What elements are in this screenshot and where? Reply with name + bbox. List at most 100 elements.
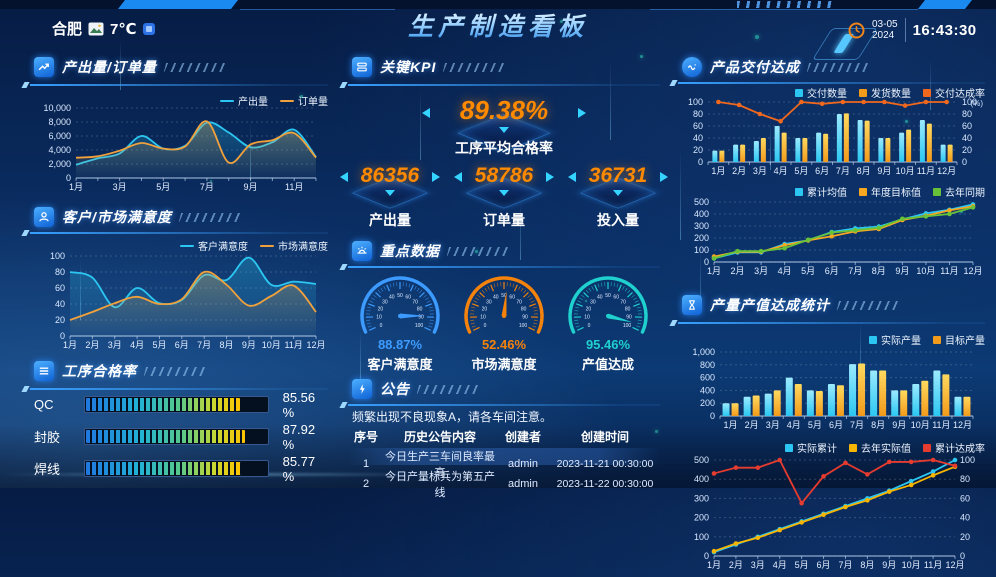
wave-chart-icon [682,57,702,77]
svg-text:6月: 6月 [815,166,829,176]
progress-track [84,428,269,445]
legend-item[interactable]: 年度目标值 [859,184,921,199]
svg-text:(%): (%) [971,99,984,108]
svg-text:7月: 7月 [838,560,852,570]
panel-header-satisfaction: 客户/市场满意度 [34,206,242,228]
panel-underline [30,84,328,86]
legend-label: 实际累计 [797,440,837,455]
kpi-items: 86356 产出量 58786 订单量 36731 投入量 [338,164,670,228]
svg-text:80: 80 [693,109,703,119]
legend-item[interactable]: 交付数量 [795,85,847,100]
top-trapezoid-right [918,0,972,9]
legend-marker [180,245,194,247]
svg-text:100: 100 [694,245,709,255]
time-label: 16:43:30 [913,22,977,39]
svg-text:12月: 12月 [953,420,972,430]
svg-text:0: 0 [962,157,967,167]
svg-text:30: 30 [382,299,388,305]
hourglass-icon [682,295,702,315]
panel-underline [348,84,660,86]
top-trapezoid-left [118,0,238,9]
svg-text:10: 10 [584,315,590,321]
svg-text:50: 50 [397,293,403,299]
svg-text:40: 40 [962,133,972,143]
svg-text:12月: 12月 [306,340,325,350]
svg-text:4月: 4月 [774,166,788,176]
kpi-label: 投入量 [566,210,670,230]
list-icon [34,361,54,381]
year-label: 2024 [872,30,898,41]
svg-text:1月: 1月 [69,182,83,192]
svg-text:70: 70 [516,299,522,305]
legend-label: 交付达成率 [935,85,985,100]
svg-text:1月: 1月 [707,266,721,276]
legend-label: 去年同期 [945,184,985,199]
legend-item[interactable]: 交付达成率 [923,85,985,100]
svg-text:90: 90 [522,315,528,321]
svg-text:8月: 8月 [220,340,234,350]
date-label: 03-05 [872,19,898,30]
output-orders-legend: 产出量订单量 [30,93,328,108]
chevron-down-icon [613,190,623,196]
title-slashes [447,247,511,256]
legend-item[interactable]: 去年实际值 [849,440,911,455]
svg-text:100: 100 [694,532,709,542]
top-decor-line [650,9,918,10]
trend-up-icon [34,57,54,77]
panel-underline [678,82,985,84]
legend-marker [849,444,857,452]
chevron-down-icon [499,127,509,133]
svg-text:40: 40 [597,295,603,301]
svg-text:60: 60 [509,295,515,301]
legend-item[interactable]: 订单量 [280,93,328,108]
legend-item[interactable]: 实际累计 [785,440,837,455]
kpi-value: 36731 [566,164,670,188]
legend-item[interactable]: 累计均值 [795,184,847,199]
glow-dot [640,55,643,58]
legend-item[interactable]: 实际产量 [869,332,921,347]
air-quality-badge-icon[interactable] [143,23,155,35]
svg-text:40: 40 [960,513,970,523]
top-slash-decor [737,1,837,8]
svg-text:100: 100 [415,323,424,329]
legend-marker [933,188,941,196]
legend-item[interactable]: 市场满意度 [260,238,328,253]
svg-text:300: 300 [694,493,709,503]
svg-text:10月: 10月 [262,340,281,350]
legend-item[interactable]: 累计达成率 [923,440,985,455]
svg-text:800: 800 [700,360,715,370]
legend-marker [923,89,931,97]
svg-text:9月: 9月 [892,420,906,430]
svg-text:70: 70 [620,299,626,305]
svg-text:8月: 8月 [872,266,886,276]
svg-text:3月: 3月 [766,420,780,430]
svg-text:7月: 7月 [836,166,850,176]
temperature-label: 7℃ [110,20,137,38]
legend-item[interactable]: 客户满意度 [180,238,248,253]
legend-item[interactable]: 去年同期 [933,184,985,199]
legend-item[interactable]: 发货数量 [859,85,911,100]
legend-marker [923,444,931,452]
svg-text:60: 60 [693,121,703,131]
legend-marker [280,100,294,102]
svg-text:11月: 11月 [924,560,942,570]
weather-icon [88,22,104,36]
svg-text:1,000: 1,000 [692,347,715,357]
svg-text:1月: 1月 [711,166,725,176]
legend-marker [795,89,803,97]
legend-label: 年度目标值 [871,184,921,199]
svg-text:4月: 4月 [130,340,144,350]
svg-text:60: 60 [962,121,972,131]
legend-item[interactable]: 目标产量 [933,332,985,347]
svg-text:600: 600 [700,373,715,383]
legend-label: 发货数量 [871,85,911,100]
progress-track [84,460,269,477]
svg-text:7月: 7月 [197,340,211,350]
legend-item[interactable]: 产出量 [220,93,268,108]
